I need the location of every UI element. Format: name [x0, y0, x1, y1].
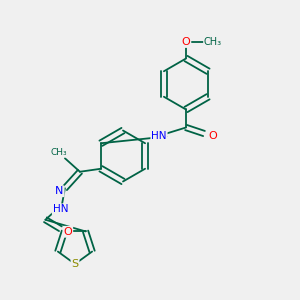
Text: HN: HN: [53, 204, 68, 214]
Text: O: O: [182, 37, 190, 47]
Text: HN: HN: [151, 131, 167, 142]
Text: S: S: [71, 259, 79, 269]
Text: CH₃: CH₃: [51, 148, 67, 157]
Text: N: N: [55, 186, 64, 196]
Text: CH₃: CH₃: [204, 37, 222, 47]
Text: O: O: [64, 227, 72, 237]
Text: O: O: [208, 131, 217, 141]
